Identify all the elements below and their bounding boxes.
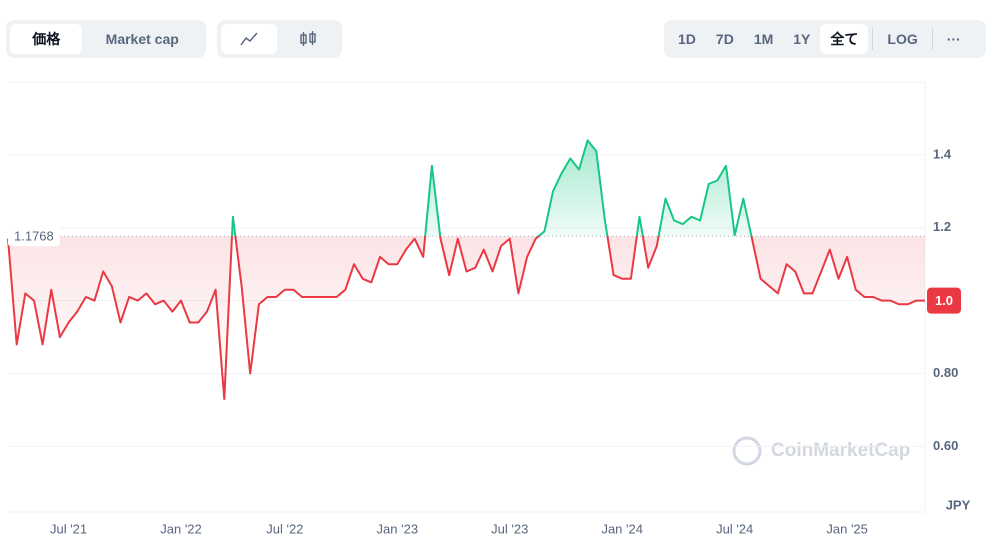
- line-icon: [240, 32, 258, 46]
- range-button[interactable]: 7D: [715, 31, 734, 47]
- y-tick-label: 1.4: [933, 146, 952, 161]
- x-tick-label: Jan '24: [601, 521, 643, 536]
- range-button[interactable]: 全て: [820, 24, 869, 54]
- log-button[interactable]: LOG: [887, 31, 918, 47]
- price-line: [7, 139, 925, 400]
- range-button[interactable]: 1D: [678, 31, 696, 47]
- separator: [931, 28, 933, 50]
- tab-line[interactable]: [221, 24, 278, 54]
- x-tick-label: Jul '22: [266, 521, 303, 536]
- x-tick-label: Jul '21: [50, 521, 87, 536]
- x-tick-label: Jan '23: [377, 521, 419, 536]
- x-tick-label: Jul '24: [716, 521, 753, 536]
- current-price-tag: [927, 287, 961, 314]
- range-button[interactable]: 1Y: [793, 31, 811, 47]
- currency-label: JPY: [946, 497, 971, 512]
- watermark-logo: [732, 436, 762, 466]
- watermark-text: CoinMarketCap: [771, 440, 910, 461]
- x-tick-label: Jan '22: [160, 521, 202, 536]
- x-tick-label: Jan '25: [826, 521, 868, 536]
- y-tick-label: 0.80: [933, 365, 958, 380]
- y-tick-label: 1.0: [933, 292, 951, 307]
- y-tick-label: 0.60: [933, 438, 958, 453]
- separator: [872, 28, 874, 50]
- chart-style-tabs: [217, 20, 342, 58]
- range-button[interactable]: 1M: [753, 31, 774, 47]
- baseline-label: 1.1768: [14, 229, 54, 244]
- y-tick-label: 1.2: [933, 219, 951, 234]
- baseline-label-bg: [8, 226, 60, 247]
- current-price-label: 1.0: [935, 293, 953, 308]
- candle-icon: [299, 31, 316, 46]
- tab-price[interactable]: 価格: [10, 24, 83, 54]
- more-button[interactable]: ···: [946, 31, 961, 47]
- area-fill: [8, 140, 925, 400]
- x-tick-label: Jul '23: [491, 521, 528, 536]
- tab-market-cap[interactable]: Market cap: [105, 31, 179, 47]
- watermark: CoinMarketCap: [732, 436, 910, 466]
- range-tabs: 1D 7D 1M 1Y 全て LOG ···: [664, 20, 986, 58]
- tab-candle[interactable]: [277, 24, 338, 54]
- metric-tabs: 価格 Market cap: [6, 20, 206, 58]
